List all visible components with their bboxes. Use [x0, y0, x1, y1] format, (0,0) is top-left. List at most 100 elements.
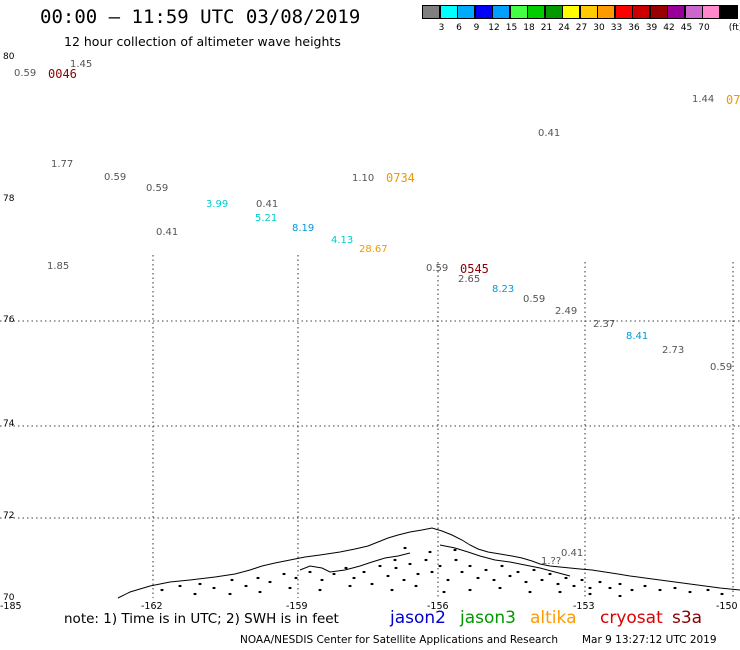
lake-dot	[390, 588, 394, 592]
lake-dot	[468, 564, 472, 568]
lake-dot	[468, 588, 472, 592]
lat-label-80: 80	[3, 52, 15, 62]
coastline-bay	[299, 552, 411, 573]
lake-dot	[424, 558, 428, 562]
lake-dot	[244, 584, 248, 588]
lake-dot	[402, 578, 406, 582]
wave-height-value: 8.41	[626, 331, 649, 342]
wave-height-value: 0.59	[523, 294, 546, 305]
wave-height-value: 2.65	[458, 274, 481, 285]
color-legend-label: 70	[698, 23, 710, 33]
lake-dot	[588, 592, 592, 596]
lake-dot	[228, 592, 232, 596]
lake-dot	[352, 576, 356, 580]
lake-dot	[548, 572, 552, 576]
lake-dot	[608, 586, 612, 590]
wave-height-value: 0.59	[426, 263, 449, 274]
lake-dot	[516, 570, 520, 574]
lat-label-76: 76	[3, 315, 15, 325]
wave-height-value: 0.41	[538, 128, 561, 139]
wave-height-value: 2.73	[662, 345, 685, 356]
lake-dot	[446, 578, 450, 582]
lake-dot	[706, 588, 710, 592]
lake-dot	[348, 584, 352, 588]
lake-dot	[268, 580, 272, 584]
lake-dot	[212, 586, 216, 590]
coastline-inner	[439, 544, 571, 577]
lake-dot	[498, 586, 502, 590]
lake-dot	[453, 548, 457, 552]
lake-dot	[378, 564, 382, 568]
wave-height-value: 0.41	[256, 199, 279, 210]
lake-dot	[198, 582, 202, 586]
lake-dot	[414, 584, 418, 588]
lake-dot	[438, 564, 442, 568]
satellite-legend-cryosat: cryosat	[600, 608, 663, 628]
lake-dot	[630, 588, 634, 592]
map-title: 00:00 – 11:59 UTC 03/08/2019	[40, 6, 361, 28]
lake-dot	[193, 592, 197, 596]
lake-dot	[556, 582, 560, 586]
lake-dot	[476, 576, 480, 580]
lake-dot	[460, 570, 464, 574]
lake-dot	[492, 578, 496, 582]
lake-dot	[558, 590, 562, 594]
tundra-lakes	[160, 546, 724, 598]
lake-dot	[524, 580, 528, 584]
wave-height-value: 5.21	[255, 213, 278, 224]
footer-timestamp: Mar 9 13:27:12 UTC 2019	[582, 634, 717, 646]
wave-height-value: 0.59	[104, 172, 127, 183]
lat-label-78: 78	[3, 194, 15, 204]
wave-height-value: 0.59	[146, 183, 169, 194]
wave-height-value: 28.67	[359, 244, 388, 255]
wave-height-value: 1.77	[51, 159, 74, 170]
lat-label-70: 70	[3, 593, 15, 603]
lake-dot	[386, 574, 390, 578]
lake-dot	[160, 588, 164, 592]
color-legend-label: 33	[610, 23, 623, 33]
wave-height-value: 1.44	[692, 94, 715, 105]
wave-height-value: 3.99	[206, 199, 229, 210]
grid-lines	[0, 255, 740, 598]
color-legend-label: 6	[456, 23, 462, 33]
wave-height-value: 1.??	[541, 556, 562, 567]
color-legend-unit: (ft)	[728, 23, 740, 33]
lake-dot	[454, 558, 458, 562]
pass-time-label: 07	[726, 93, 740, 107]
lake-dot	[618, 582, 622, 586]
lake-dot	[408, 562, 412, 566]
coastline-main	[117, 527, 740, 599]
lake-dot	[178, 584, 182, 588]
color-legend-label: 27	[575, 23, 588, 33]
lake-dot	[643, 584, 647, 588]
wave-height-value: 0.59	[14, 68, 37, 79]
color-legend-label: 36	[628, 23, 640, 33]
lake-dot	[403, 546, 407, 550]
lon-label-159: -159	[286, 601, 308, 612]
pass-time-label: 0734	[386, 171, 415, 185]
color-legend-label: 39	[645, 23, 658, 33]
lon-label-162: -162	[141, 601, 163, 612]
lake-dot	[508, 574, 512, 578]
lake-dot	[658, 588, 662, 592]
lake-dot	[618, 594, 622, 598]
lon-label-153: -153	[573, 601, 595, 612]
lake-dot	[282, 572, 286, 576]
lake-dot	[484, 568, 488, 572]
wave-height-value: 1.10	[352, 173, 375, 184]
lake-dot	[528, 590, 532, 594]
lake-dot	[258, 590, 262, 594]
lake-dot	[318, 588, 322, 592]
lake-dot	[344, 566, 348, 570]
wave-height-value: 2.37	[593, 319, 616, 330]
lake-dot	[394, 566, 398, 570]
wave-height-value: 0.59	[710, 362, 733, 373]
wave-height-value: 0.41	[561, 548, 584, 559]
lake-dot	[294, 576, 298, 580]
lake-dot	[430, 570, 434, 574]
map-subtitle: 12 hour collection of altimeter wave hei…	[64, 34, 341, 49]
color-swatch	[719, 5, 738, 19]
satellite-legend-jason3: jason3	[460, 608, 516, 628]
lake-dot	[673, 586, 677, 590]
